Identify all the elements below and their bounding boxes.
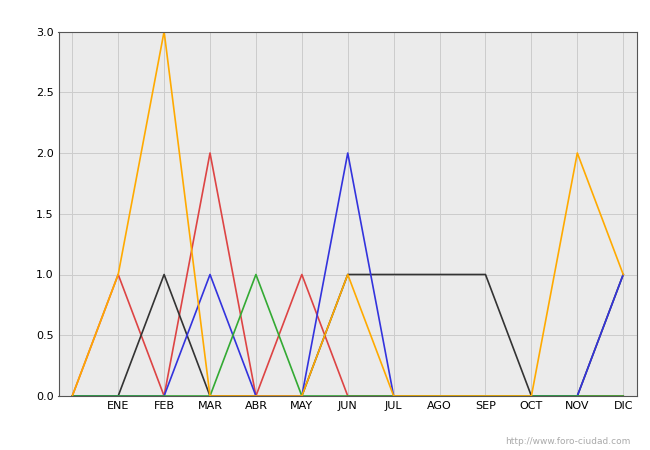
Text: http://www.foro-ciudad.com: http://www.foro-ciudad.com bbox=[505, 436, 630, 446]
Text: Matriculaciones de Vehiculos en Aisa: Matriculaciones de Vehiculos en Aisa bbox=[172, 7, 478, 25]
